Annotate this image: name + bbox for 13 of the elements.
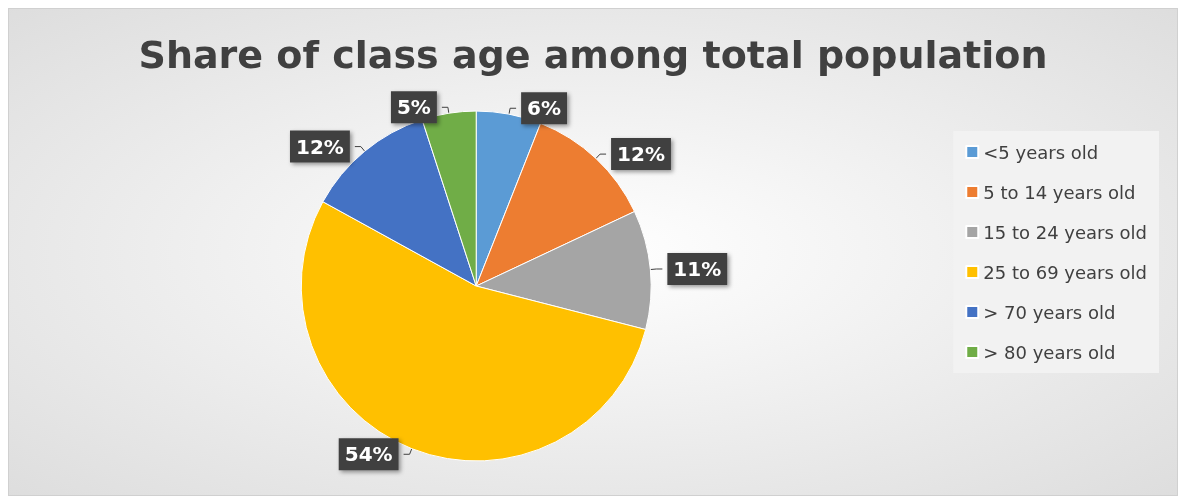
legend-label: > 80 years old [983,341,1116,363]
data-label: 6% [527,96,562,121]
data-label: 5% [396,95,431,120]
data-label: 54% [344,442,393,467]
legend-label: 15 to 24 years old [983,221,1148,243]
legend-label: 25 to 69 years old [983,261,1148,283]
data-label: 12% [617,142,665,167]
legend-label: > 70 years old [983,301,1116,323]
legend-label: 5 to 14 years old [983,181,1136,203]
chart-title: Share of class age among total population [138,33,1048,77]
data-label: 12% [295,134,344,159]
legend-label: <5 years old [983,141,1099,163]
data-label: 11% [673,256,722,281]
